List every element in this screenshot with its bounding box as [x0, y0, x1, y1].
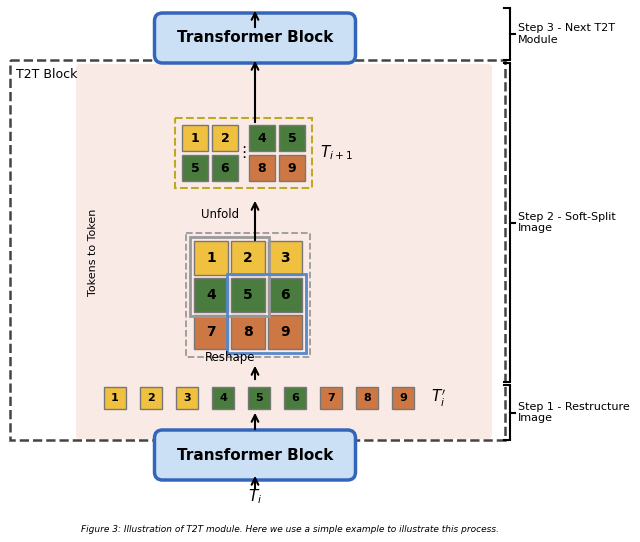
Text: 2: 2	[147, 393, 155, 403]
FancyBboxPatch shape	[231, 315, 265, 349]
Text: $T_{i+1}$: $T_{i+1}$	[320, 144, 353, 163]
FancyBboxPatch shape	[194, 315, 228, 349]
Text: 9: 9	[399, 393, 407, 403]
FancyBboxPatch shape	[279, 155, 305, 181]
Text: 8: 8	[243, 325, 253, 339]
Text: 6: 6	[291, 393, 299, 403]
Text: Reshape: Reshape	[205, 352, 255, 365]
Text: 1: 1	[206, 251, 216, 265]
Text: 4: 4	[219, 393, 227, 403]
Text: ⋮: ⋮	[236, 145, 251, 160]
Text: 9: 9	[280, 325, 290, 339]
Text: 3: 3	[183, 393, 191, 403]
FancyBboxPatch shape	[154, 430, 355, 480]
Text: Unfold: Unfold	[201, 209, 239, 222]
FancyBboxPatch shape	[140, 387, 162, 409]
Text: 7: 7	[327, 393, 335, 403]
FancyBboxPatch shape	[392, 387, 414, 409]
Text: 2: 2	[243, 251, 253, 265]
Text: $T_i'$: $T_i'$	[431, 388, 446, 409]
Text: Transformer Block: Transformer Block	[177, 448, 333, 462]
Text: 4: 4	[206, 288, 216, 302]
Text: Step 3 - Next T2T
Module: Step 3 - Next T2T Module	[518, 23, 615, 45]
Text: T2T Block: T2T Block	[16, 68, 77, 81]
Text: Step 2 - Soft-Split
Image: Step 2 - Soft-Split Image	[518, 212, 616, 233]
FancyBboxPatch shape	[154, 13, 355, 63]
FancyBboxPatch shape	[249, 155, 275, 181]
Text: Transformer Block: Transformer Block	[177, 30, 333, 46]
FancyBboxPatch shape	[268, 278, 302, 312]
FancyBboxPatch shape	[76, 64, 492, 439]
Text: Figure 3: Illustration of T2T module. Here we use a simple example to illustrate: Figure 3: Illustration of T2T module. He…	[81, 526, 499, 534]
Text: 1: 1	[191, 132, 200, 145]
Text: 3: 3	[280, 251, 290, 265]
FancyBboxPatch shape	[182, 155, 208, 181]
FancyBboxPatch shape	[248, 387, 270, 409]
FancyBboxPatch shape	[284, 387, 306, 409]
FancyBboxPatch shape	[212, 155, 238, 181]
Text: 6: 6	[280, 288, 290, 302]
FancyBboxPatch shape	[194, 278, 228, 312]
FancyBboxPatch shape	[320, 387, 342, 409]
Text: 5: 5	[287, 132, 296, 145]
Text: $T_i$: $T_i$	[248, 488, 262, 506]
Text: Step 1 - Restructure
Image: Step 1 - Restructure Image	[518, 402, 630, 423]
Text: 9: 9	[288, 162, 296, 175]
Text: 8: 8	[363, 393, 371, 403]
FancyBboxPatch shape	[356, 387, 378, 409]
Text: 4: 4	[258, 132, 266, 145]
FancyBboxPatch shape	[176, 387, 198, 409]
Text: 5: 5	[243, 288, 253, 302]
Text: 2: 2	[221, 132, 229, 145]
FancyBboxPatch shape	[194, 241, 228, 275]
Text: 7: 7	[206, 325, 216, 339]
FancyBboxPatch shape	[212, 125, 238, 151]
FancyBboxPatch shape	[268, 241, 302, 275]
Text: 5: 5	[191, 162, 200, 175]
Text: 8: 8	[258, 162, 266, 175]
Text: 6: 6	[221, 162, 229, 175]
FancyBboxPatch shape	[231, 241, 265, 275]
Text: 5: 5	[255, 393, 263, 403]
FancyBboxPatch shape	[279, 125, 305, 151]
FancyBboxPatch shape	[212, 387, 234, 409]
Text: Tokens to Token: Tokens to Token	[88, 208, 98, 296]
FancyBboxPatch shape	[249, 125, 275, 151]
FancyBboxPatch shape	[104, 387, 126, 409]
Text: 1: 1	[111, 393, 119, 403]
FancyBboxPatch shape	[268, 315, 302, 349]
FancyBboxPatch shape	[182, 125, 208, 151]
FancyBboxPatch shape	[231, 278, 265, 312]
